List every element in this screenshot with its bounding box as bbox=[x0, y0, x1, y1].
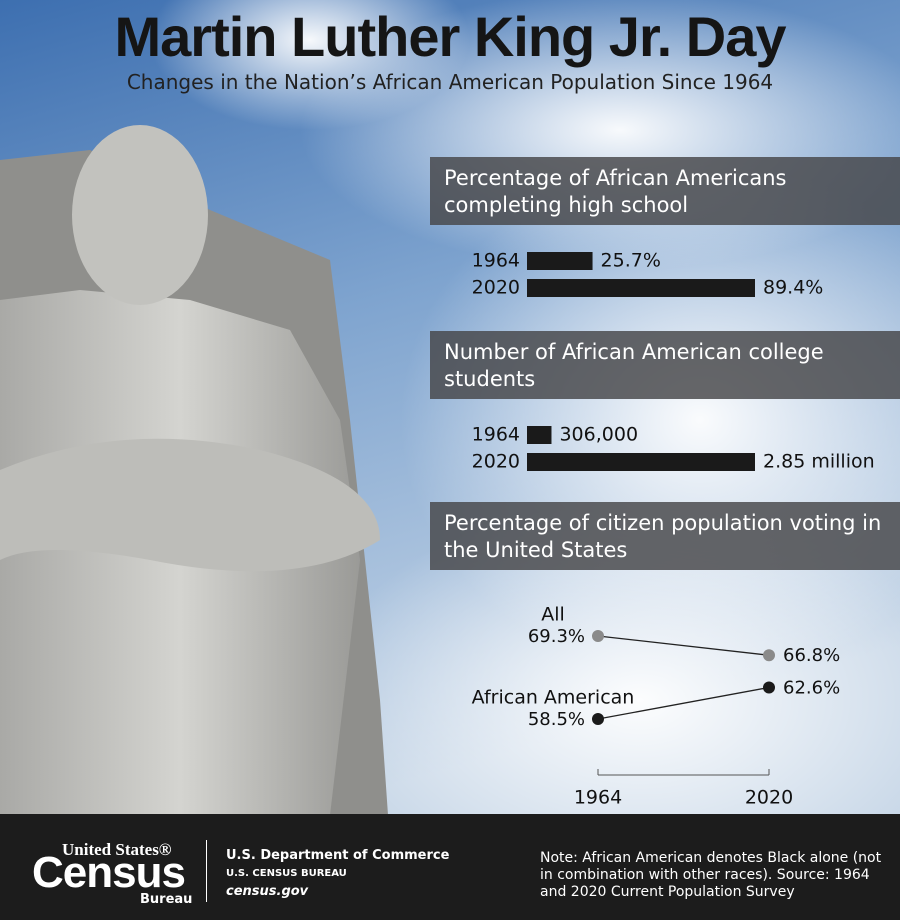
series-name: African American bbox=[472, 687, 635, 709]
bar bbox=[527, 453, 755, 471]
bar bbox=[527, 252, 593, 270]
category-label: 1964 bbox=[472, 250, 520, 272]
point bbox=[763, 649, 775, 662]
note: Note: African American denotes Black alo… bbox=[540, 850, 882, 900]
value-label: 66.8% bbox=[783, 645, 840, 666]
value-label: 62.6% bbox=[783, 677, 840, 698]
value-label: 25.7% bbox=[601, 250, 661, 272]
point bbox=[763, 681, 775, 694]
series-line bbox=[597, 635, 770, 656]
point bbox=[592, 630, 604, 642]
statue-arms bbox=[0, 438, 380, 572]
series-line bbox=[597, 686, 770, 720]
chart-title: Percentage of African Americans completi… bbox=[430, 157, 900, 225]
category-label: 2020 bbox=[472, 277, 520, 299]
logo-sub: Bureau bbox=[140, 892, 193, 907]
footer: United States® Census Bureau U.S. Depart… bbox=[0, 814, 900, 920]
category-label: 1964 bbox=[472, 424, 520, 446]
value-label: 2.85 million bbox=[763, 451, 875, 473]
x-tick-label: 1964 bbox=[574, 787, 622, 809]
chart-title: Number of African American college stude… bbox=[430, 331, 900, 399]
value-label: 69.3% bbox=[528, 626, 585, 647]
series-name: All bbox=[541, 604, 565, 626]
chart-title: Percentage of citizen population voting … bbox=[430, 502, 900, 570]
title: Martin Luther King Jr. Day bbox=[114, 5, 787, 68]
value-label: 89.4% bbox=[763, 277, 823, 299]
statue-head bbox=[72, 125, 208, 305]
value-label: 306,000 bbox=[559, 424, 638, 446]
logo-main: Census bbox=[32, 848, 186, 897]
department: U.S. Department of Commerce bbox=[226, 848, 450, 863]
category-label: 2020 bbox=[472, 451, 520, 473]
x-tick-label: 2020 bbox=[745, 787, 793, 809]
bar bbox=[527, 426, 552, 444]
logo-top: United States® bbox=[62, 840, 172, 859]
subtitle: Changes in the Nation’s African American… bbox=[126, 70, 774, 94]
website: census.gov bbox=[226, 884, 309, 899]
cloud bbox=[320, 500, 900, 900]
value-label: 58.5% bbox=[528, 709, 585, 730]
charts: 1964 25.7% 2020 89.4% 1964 306,000 2020 2.85 mi… bbox=[472, 250, 875, 809]
bar bbox=[527, 279, 755, 297]
point bbox=[592, 713, 604, 725]
bureau: U.S. CENSUS BUREAU bbox=[226, 868, 347, 879]
divider bbox=[206, 840, 207, 902]
